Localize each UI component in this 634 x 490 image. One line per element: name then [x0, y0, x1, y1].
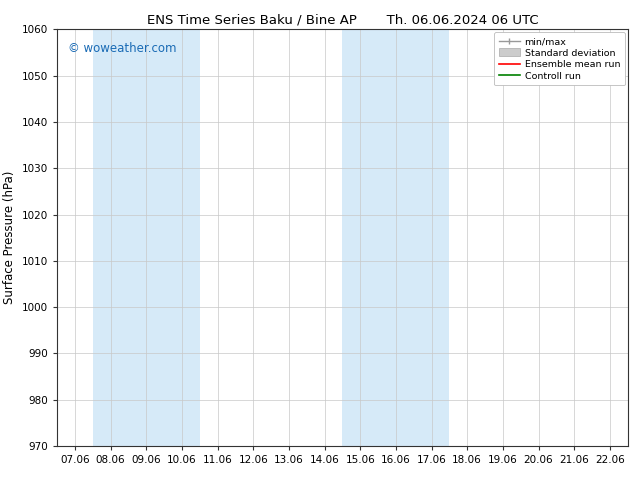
Bar [93, 29, 200, 446]
Legend: min/max, Standard deviation, Ensemble mean run, Controll run: min/max, Standard deviation, Ensemble me… [495, 32, 625, 85]
Y-axis label: Surface Pressure (hPa): Surface Pressure (hPa) [3, 171, 16, 304]
Title: ENS Time Series Baku / Bine AP       Th. 06.06.2024 06 UTC: ENS Time Series Baku / Bine AP Th. 06.06… [146, 14, 538, 27]
Bar [342, 29, 450, 446]
Text: © woweather.com: © woweather.com [68, 42, 177, 55]
